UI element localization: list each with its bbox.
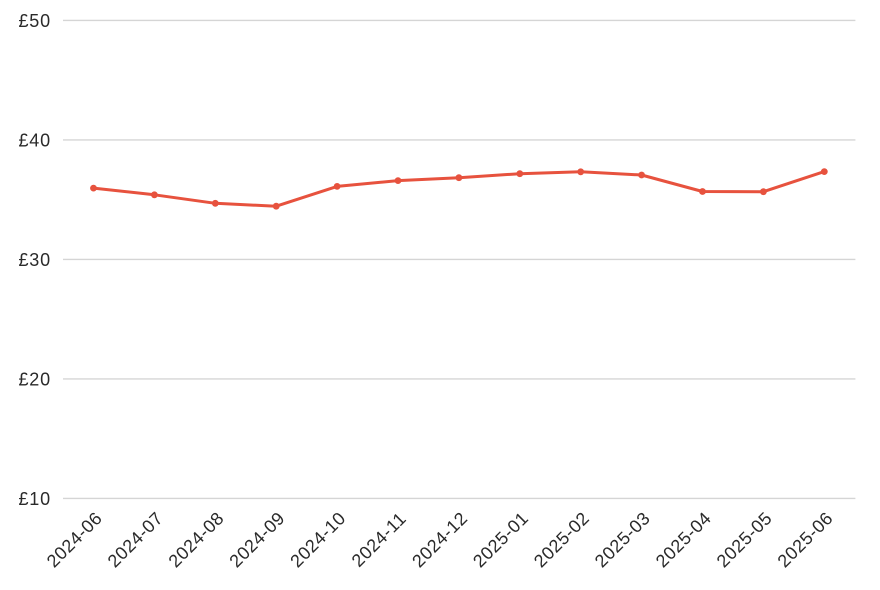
svg-text:2024-10: 2024-10	[286, 508, 349, 571]
svg-text:2025-05: 2025-05	[713, 508, 776, 571]
svg-text:2024-08: 2024-08	[165, 508, 228, 571]
svg-text:£10: £10	[18, 489, 50, 509]
svg-text:2024-06: 2024-06	[43, 508, 106, 571]
svg-text:2024-11: 2024-11	[348, 508, 410, 570]
svg-text:2025-04: 2025-04	[652, 508, 715, 571]
svg-text:2025-03: 2025-03	[591, 508, 654, 571]
svg-text:2025-02: 2025-02	[530, 508, 593, 571]
svg-text:2024-12: 2024-12	[408, 508, 471, 571]
svg-text:2025-06: 2025-06	[774, 508, 837, 571]
svg-text:£30: £30	[18, 250, 50, 270]
svg-text:£40: £40	[18, 131, 50, 151]
svg-text:£20: £20	[18, 370, 50, 390]
svg-text:£50: £50	[18, 11, 50, 31]
svg-text:2024-09: 2024-09	[225, 508, 288, 571]
svg-text:2024-07: 2024-07	[104, 508, 167, 571]
svg-text:2025-01: 2025-01	[469, 508, 532, 571]
